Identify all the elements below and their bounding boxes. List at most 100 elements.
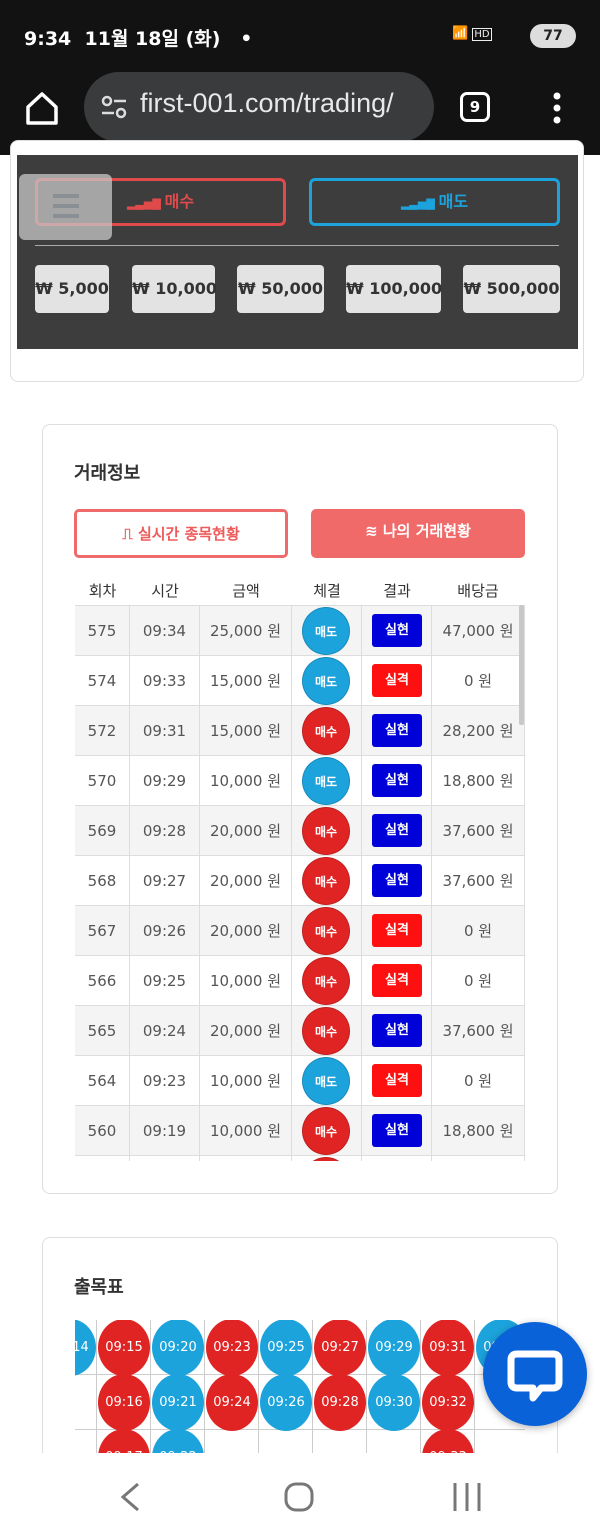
- home-nav-icon[interactable]: [283, 1481, 315, 1513]
- result-badge: 실격: [372, 1064, 422, 1097]
- grid-cell: [205, 1430, 259, 1453]
- amount-button-100000[interactable]: ₩ 100,000: [346, 265, 442, 313]
- grid-cell: 09:32: [421, 1374, 475, 1431]
- table-row: [75, 1156, 525, 1161]
- table-cell: 매수: [292, 956, 362, 1006]
- network-icons: 📶 HD: [452, 26, 492, 41]
- result-badge: 실격: [372, 964, 422, 997]
- table-cell: 575: [75, 606, 130, 656]
- table-cell: 09:34: [130, 606, 200, 656]
- table-cell: 09:19: [130, 1106, 200, 1156]
- result-badge: 실현: [372, 814, 422, 847]
- table-scrollbar[interactable]: [519, 605, 524, 725]
- column-header: 시간: [151, 582, 179, 600]
- amount-button-10000[interactable]: ₩ 10,000: [132, 265, 217, 313]
- execution-badge: 매수: [302, 907, 350, 955]
- grid-cell: 09:22: [151, 1429, 205, 1453]
- table-cell: 매수: [292, 806, 362, 856]
- back-icon[interactable]: [118, 1481, 142, 1513]
- column-header: 체결: [313, 582, 341, 600]
- chat-icon: [507, 1350, 563, 1402]
- grid-cell: 09:26: [259, 1374, 313, 1431]
- execution-badge: 매도: [302, 757, 350, 805]
- execution-badge: 매도: [302, 1057, 350, 1105]
- grid-cell: 09:29: [367, 1320, 421, 1376]
- pulse-icon: ⎍: [122, 525, 138, 543]
- chat-button[interactable]: [483, 1322, 587, 1426]
- table-cell: [292, 1156, 362, 1161]
- trade-table[interactable]: 575 09:34 25,000 원 매도 실현 47,000 원 574 09:33 15,0…: [75, 605, 525, 1161]
- table-cell: 20,000 원: [200, 906, 292, 956]
- execution-badge: 매수: [302, 957, 350, 1005]
- site-settings-icon[interactable]: [100, 94, 128, 120]
- table-cell: 매수: [292, 1006, 362, 1056]
- table-row: 566 09:25 10,000 원 매수 실격 0 원: [75, 956, 525, 1006]
- table-cell: 574: [75, 656, 130, 706]
- result-circle: 09:15: [98, 1320, 150, 1376]
- table-cell: 564: [75, 1056, 130, 1106]
- amount-button-500000[interactable]: ₩ 500,000: [463, 265, 560, 313]
- result-circle: 09:30: [368, 1374, 420, 1431]
- table-cell: 매도: [292, 606, 362, 656]
- table-row: 560 09:19 10,000 원 매수 실현 18,800 원: [75, 1106, 525, 1156]
- result-circle: 09:33: [422, 1429, 474, 1453]
- tab-my-trades[interactable]: ≋ 나의 거래현황: [311, 509, 525, 558]
- table-cell: 실격: [362, 906, 432, 956]
- result-circle: 09:17: [98, 1429, 150, 1453]
- table-cell: [432, 1156, 525, 1161]
- grid-cell: 09:30: [367, 1374, 421, 1431]
- table-cell: 18,800 원: [432, 1106, 525, 1156]
- table-cell: 0 원: [432, 956, 525, 1006]
- amount-button-5000[interactable]: ₩ 5,000: [35, 265, 109, 313]
- result-circle: 09:20: [152, 1320, 204, 1376]
- table-cell: 0 원: [432, 1056, 525, 1106]
- home-icon[interactable]: [24, 90, 60, 126]
- result-badge: 실현: [372, 864, 422, 897]
- table-cell: 572: [75, 706, 130, 756]
- sell-button[interactable]: ▂▃▅▇ 매도: [309, 178, 560, 226]
- status-bar: 9:34 11월 18일 (화) • 📶 HD 77 first-001.com…: [0, 0, 600, 155]
- tab-switcher-button[interactable]: 9: [460, 92, 490, 122]
- column-header: 결과: [383, 582, 411, 600]
- grid-cell: 09:21: [151, 1374, 205, 1431]
- table-cell: 매수: [292, 706, 362, 756]
- column-header: 배당금: [457, 582, 499, 600]
- result-chart-title: 출목표: [74, 1277, 124, 1298]
- table-cell: 09:26: [130, 906, 200, 956]
- result-circle: 09:26: [260, 1374, 312, 1431]
- table-cell: 568: [75, 856, 130, 906]
- table-cell: 0 원: [432, 656, 525, 706]
- table-cell: 569: [75, 806, 130, 856]
- column-header: 금액: [232, 582, 260, 600]
- address-bar[interactable]: [84, 72, 434, 142]
- table-cell: 10,000 원: [200, 1106, 292, 1156]
- table-cell: 실현: [362, 756, 432, 806]
- execution-badge: 매도: [302, 657, 350, 705]
- trade-info-title: 거래정보: [74, 463, 141, 484]
- execution-badge: 매수: [302, 707, 350, 755]
- battery-icon: 77: [530, 24, 576, 48]
- table-cell: [362, 1156, 432, 1161]
- grid-cell: 09:27: [313, 1320, 367, 1376]
- system-nav-bar: [0, 1453, 600, 1537]
- table-cell: 09:33: [130, 656, 200, 706]
- amount-button-50000[interactable]: ₩ 50,000: [237, 265, 324, 313]
- tab-realtime-status[interactable]: ⎍ 실시간 종목현황: [74, 509, 288, 558]
- table-cell: 28,200 원: [432, 706, 525, 756]
- table-cell: 실현: [362, 1106, 432, 1156]
- execution-badge: 매수: [302, 1007, 350, 1055]
- table-cell: 20,000 원: [200, 806, 292, 856]
- table-cell: 09:24: [130, 1006, 200, 1056]
- table-cell: 실현: [362, 706, 432, 756]
- recents-icon[interactable]: [452, 1481, 482, 1513]
- result-circle: 09:32: [422, 1374, 474, 1431]
- result-circle: 09:28: [314, 1374, 366, 1431]
- more-menu-icon[interactable]: [552, 92, 562, 124]
- result-circle: 09:14: [75, 1320, 96, 1376]
- result-circle: 09:27: [314, 1320, 366, 1376]
- lines-icon: ≋: [365, 522, 383, 540]
- execution-badge: 매수: [302, 857, 350, 905]
- grid-cell: 09:23: [205, 1320, 259, 1376]
- hamburger-menu-icon[interactable]: [19, 174, 112, 240]
- grid-cell: 09:15: [97, 1320, 151, 1376]
